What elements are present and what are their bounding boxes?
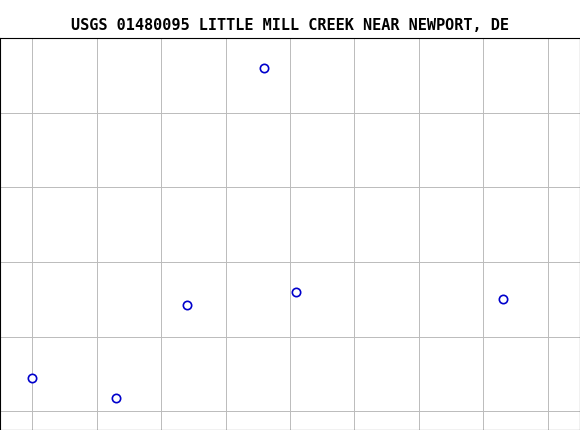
Text: ≋USGS: ≋USGS xyxy=(9,11,63,29)
Title: USGS 01480095 LITTLE MILL CREEK NEAR NEWPORT, DE: USGS 01480095 LITTLE MILL CREEK NEAR NEW… xyxy=(71,18,509,33)
